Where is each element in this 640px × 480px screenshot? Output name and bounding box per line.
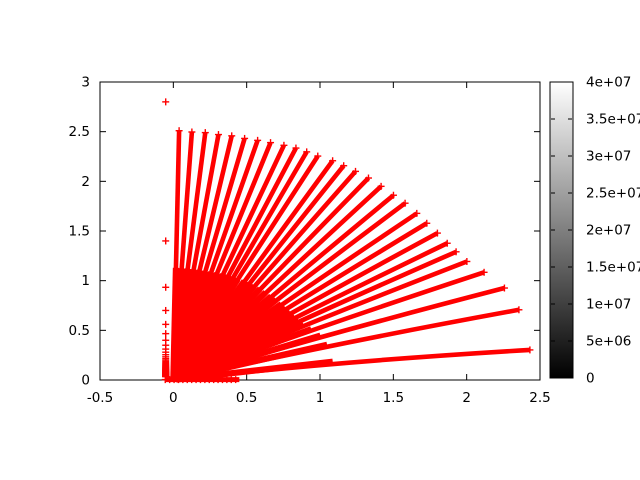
- harmonic-column-marker: [162, 306, 170, 314]
- colorbar-gradient: [550, 82, 573, 378]
- x-tick-label: 2.5: [529, 390, 550, 406]
- colorbar-tick-label: 5e+06: [586, 334, 631, 350]
- arm-tip-marker: [500, 284, 508, 292]
- arm-tip-marker: [329, 157, 337, 165]
- colorbar-tick-label: 3e+07: [586, 149, 631, 165]
- arm-tip-marker: [280, 141, 288, 149]
- colorbar-tick-label: 1e+07: [586, 297, 631, 313]
- fan-arm-inner: [175, 341, 328, 383]
- arm-tip-marker: [423, 219, 431, 227]
- y-tick-label: 0: [81, 373, 90, 389]
- y-tick-label: 2: [81, 174, 90, 190]
- arm-tip-marker: [188, 128, 196, 136]
- colorbar-tick-label: 4e+07: [586, 75, 631, 91]
- axes: -0.5 0 0.5 1 1.5 2 2.500.511.522.53: [69, 75, 551, 407]
- arm-tip-marker: [214, 131, 222, 139]
- arm-tip-marker: [401, 199, 409, 207]
- arm-tip-marker: [480, 268, 488, 276]
- arm-tip-marker: [352, 167, 360, 175]
- colorbar-tick-label: 2e+07: [586, 223, 631, 239]
- arm-tip-marker: [201, 129, 209, 137]
- fan-arm-inner: [175, 358, 334, 383]
- colorbar-tick-label: 0: [586, 371, 595, 387]
- colorbar: 0 5e+06 1e+07 1.5e+07 2e+07 2.5e+07 3e+07 3.5e+…: [549, 75, 640, 387]
- arm-tip-marker: [314, 152, 322, 160]
- harmonic-column-marker: [162, 237, 170, 245]
- harmonic-column-marker: [162, 373, 170, 381]
- harmonic-column-marker: [162, 283, 170, 291]
- colorbar-tick-label: 2.5e+07: [586, 186, 640, 202]
- arm-tip-marker: [241, 134, 249, 142]
- arm-tip-marker: [452, 248, 460, 256]
- arm-tip-marker: [267, 139, 275, 147]
- x-tick-label: 1.5: [383, 390, 404, 406]
- baseline-marker: [232, 376, 240, 384]
- arm-tip-marker: [526, 346, 534, 354]
- x-tick-label: 0: [169, 390, 178, 406]
- arm-tip-marker: [340, 162, 348, 170]
- y-tick-label: 1: [81, 273, 90, 289]
- colorbar-frame: [549, 81, 574, 379]
- arm-tip-marker: [515, 306, 523, 314]
- y-tick-label: 1.5: [69, 224, 90, 240]
- colorbar-tick-label: 3.5e+07: [586, 112, 640, 128]
- harmonic-column-marker: [162, 330, 170, 338]
- y-tick-label: 0.5: [69, 323, 90, 339]
- arm-tip-marker: [443, 239, 451, 247]
- arm-tip-marker: [364, 174, 372, 182]
- arm-tip-marker: [463, 257, 471, 265]
- x-tick-label: -0.5: [87, 390, 113, 406]
- arm-tip-marker: [303, 148, 311, 156]
- scatter-series: [161, 98, 534, 384]
- x-tick-label: 0.5: [236, 390, 257, 406]
- y-tick-label: 2.5: [69, 124, 90, 140]
- arm-tip-marker: [175, 127, 183, 135]
- arm-tip-marker: [292, 144, 300, 152]
- harmonic-column-marker: [162, 320, 170, 328]
- arm-tip-marker: [228, 132, 236, 140]
- arm-tip-marker: [377, 182, 385, 190]
- x-tick-label: 1: [316, 390, 325, 406]
- arm-tip-marker: [389, 191, 397, 199]
- colorbar-tick-label: 1.5e+07: [586, 260, 640, 276]
- harmonic-column-marker: [162, 98, 170, 106]
- y-tick-label: 3: [81, 75, 90, 91]
- arm-tip-marker: [413, 209, 421, 217]
- arm-tip-marker: [254, 136, 262, 144]
- x-tick-label: 2: [462, 390, 471, 406]
- arm-tip-marker: [433, 229, 441, 237]
